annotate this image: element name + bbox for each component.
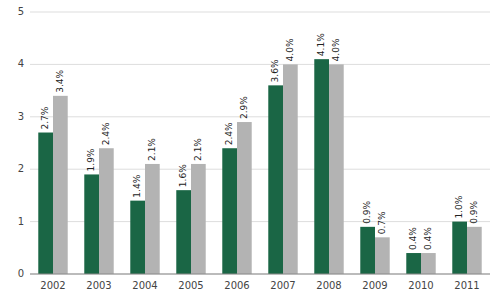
- y-tick-label: 1: [18, 216, 24, 227]
- chart-container: 0 1 2 3 4 5 2.7% 1.9% 1.4% 1.6% 2.4% 3.6% 4.1% 0.9% 0.…: [0, 0, 500, 300]
- data-label: 0.7%: [377, 211, 387, 234]
- data-label: 2.9%: [239, 96, 249, 119]
- x-tick-label: 2010: [408, 280, 433, 291]
- x-tick-label: 2002: [40, 280, 65, 291]
- x-tick-label: 2006: [224, 280, 249, 291]
- bar: [53, 96, 68, 274]
- bar: [421, 253, 436, 274]
- data-labels: 2.7% 1.9% 1.4% 1.6% 2.4% 3.6% 4.1% 0.9% 0.4% 1.0%…: [40, 33, 479, 250]
- bar: [268, 85, 283, 274]
- bar: [145, 164, 160, 274]
- data-label: 3.6%: [270, 59, 280, 82]
- data-label: 2.1%: [193, 138, 203, 161]
- data-label: 4.0%: [285, 38, 295, 61]
- y-tick-label: 4: [18, 58, 24, 69]
- y-tick-label: 0: [18, 268, 24, 279]
- data-label: 0.9%: [469, 201, 479, 224]
- bar: [99, 148, 114, 274]
- bar: [406, 253, 421, 274]
- x-axis: 2002 2003 2004 2005 2006 2007 2008 2009 2010 2011: [30, 274, 490, 291]
- bar: [176, 190, 191, 274]
- bar: [314, 59, 329, 274]
- data-label: 4.1%: [316, 33, 326, 56]
- x-tick-label: 2003: [86, 280, 111, 291]
- data-label: 1.0%: [454, 195, 464, 218]
- data-label: 2.1%: [147, 138, 157, 161]
- bar: [130, 201, 145, 274]
- data-label: 0.9%: [362, 201, 372, 224]
- bar: [222, 148, 237, 274]
- grid-line: [30, 116, 490, 117]
- bar: [84, 174, 99, 274]
- data-label: 3.4%: [55, 70, 65, 93]
- x-tick-label: 2008: [316, 280, 341, 291]
- x-tick-label: 2007: [270, 280, 295, 291]
- bar: [467, 227, 482, 274]
- bars: [38, 59, 481, 274]
- data-label: 4.0%: [331, 38, 341, 61]
- bar: [329, 64, 344, 274]
- y-tick-label: 2: [18, 163, 24, 174]
- y-axis: 0 1 2 3 4 5: [18, 6, 490, 279]
- bar: [38, 133, 53, 274]
- grid-line: [30, 64, 490, 65]
- data-label: 2.4%: [101, 122, 111, 145]
- bar: [283, 64, 298, 274]
- bar: [452, 222, 467, 274]
- bar: [237, 122, 252, 274]
- axis-line: [30, 274, 490, 275]
- data-label: 2.4%: [224, 122, 234, 145]
- grid-line: [30, 12, 490, 13]
- data-label: 1.6%: [178, 164, 188, 187]
- grid-line: [30, 274, 490, 275]
- data-label: 0.4%: [408, 227, 418, 250]
- data-label: 0.4%: [423, 227, 433, 250]
- data-label: 2.7%: [40, 106, 50, 129]
- y-tick-label: 3: [18, 111, 24, 122]
- x-tick-label: 2004: [132, 280, 157, 291]
- bar: [375, 237, 390, 274]
- data-label: 1.4%: [132, 174, 142, 197]
- x-tick-label: 2009: [362, 280, 387, 291]
- x-tick-label: 2011: [454, 280, 479, 291]
- bar: [191, 164, 206, 274]
- y-tick-label: 5: [18, 6, 24, 17]
- x-tick-label: 2005: [178, 280, 203, 291]
- bar: [360, 227, 375, 274]
- data-label: 1.9%: [86, 148, 96, 171]
- chart: 0 1 2 3 4 5 2.7% 1.9% 1.4% 1.6% 2.4% 3.6% 4.1% 0.9% 0.…: [0, 0, 500, 300]
